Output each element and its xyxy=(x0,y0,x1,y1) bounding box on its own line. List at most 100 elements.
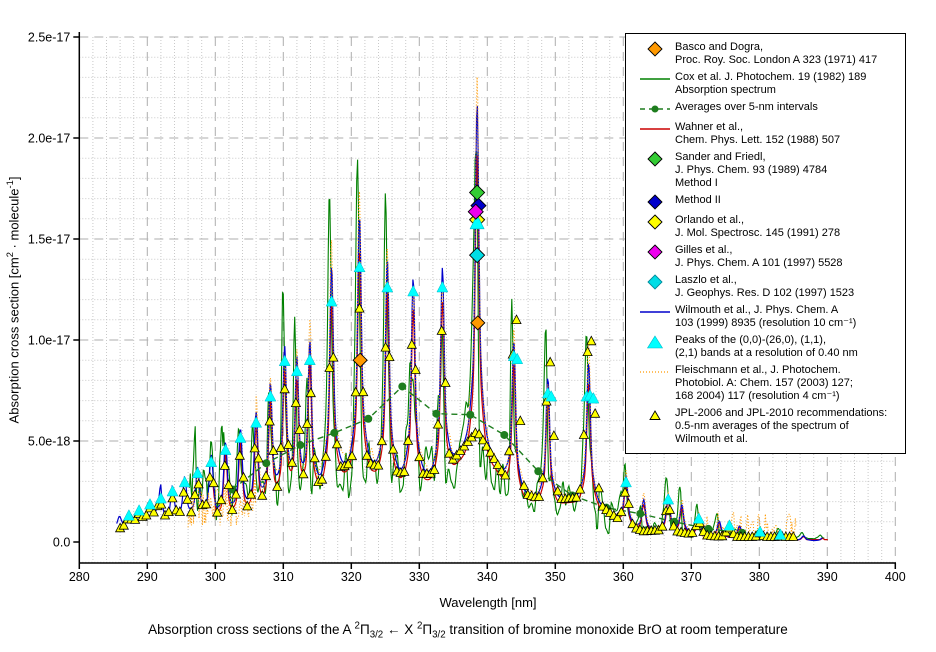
jpl-triangle-marker xyxy=(324,362,335,372)
jpl-triangle-marker xyxy=(331,438,343,449)
jpl-triangle-marker xyxy=(249,442,260,453)
legend-entry-text: Gilles et al., J. Phys. Chem. A 101 (1997… xyxy=(675,244,843,269)
y-tick-label: 1.5e-17 xyxy=(28,233,70,247)
legend-entry: Gilles et al., J. Phys. Chem. A 101 (1997… xyxy=(635,244,901,270)
jpl-triangle-marker xyxy=(358,386,369,397)
x-tick-label: 320 xyxy=(341,570,362,584)
legend-entry: Fleischmann et al., J. Photochem. Photobi… xyxy=(635,364,901,403)
y-tick-label: 5.0e-18 xyxy=(28,435,70,449)
x-tick-label: 380 xyxy=(749,570,770,584)
cyan-diamond-icon xyxy=(635,274,675,290)
jpl-triangle-marker xyxy=(290,397,302,407)
band-peak-triangle-marker xyxy=(303,353,316,365)
jpl-triangle-marker xyxy=(189,489,201,499)
legend-entry-text: Method II xyxy=(675,194,721,206)
jpl-triangle-marker xyxy=(623,498,634,508)
axes: 280 290 300 310 320 330 340 350 360 370 380 390 400 0… xyxy=(28,31,906,585)
jpl-triangle-marker xyxy=(286,456,298,467)
band-peak-triangle-marker xyxy=(191,466,204,479)
legend-entry-text: Sander and Friedl, J. Phys. Chem. 93 (198… xyxy=(675,151,828,189)
band-peak-triangle-marker xyxy=(436,280,449,293)
jpl-triangle-marker xyxy=(186,506,197,517)
band-peak-triangle-marker xyxy=(353,260,366,273)
jpl-triangle-marker xyxy=(350,386,361,397)
yellow-diamond-icon xyxy=(635,214,675,230)
jpl-triangle-marker xyxy=(305,387,316,398)
jpl-triangle-marker xyxy=(148,506,159,517)
legend-entry-text: Fleischmann et al., J. Photochem. Photobi… xyxy=(675,364,853,402)
band-peak-triangle-marker xyxy=(122,509,135,521)
band-peak-triangle-marker xyxy=(662,493,675,505)
band-peak-triangle-marker xyxy=(133,504,146,516)
jpl-triangle-marker xyxy=(429,464,440,474)
jpl-triangle-marker xyxy=(664,504,676,514)
jpl-triangle-marker xyxy=(492,459,503,469)
legend-entry-text: Basco and Dogra, Proc. Roy. Soc. London A… xyxy=(675,41,878,66)
jpl-triangle-marker xyxy=(586,335,597,346)
jpl-triangle-marker xyxy=(215,494,227,505)
band-peak-triangle-marker xyxy=(264,390,277,402)
band-peak-triangle-marker xyxy=(774,528,787,540)
yellow-triangle-icon xyxy=(635,407,675,423)
legend-entry: Wahner et al., Chem. Phys. Lett. 152 (198… xyxy=(635,121,901,147)
jpl-triangle-marker xyxy=(414,451,425,462)
cyan-triangle-icon xyxy=(635,334,675,350)
jpl-triangle-marker xyxy=(346,450,358,461)
average-dot-marker xyxy=(398,382,407,391)
x-axis-label-text: Wavelength [nm] xyxy=(439,595,537,610)
y-tick-label: 2.5e-17 xyxy=(28,31,70,45)
jpl-triangle-marker xyxy=(219,460,230,470)
jpl-triangle-marker xyxy=(227,504,238,514)
legend-entry-text: Laszlo et al., J. Geophys. Res. D 102 (19… xyxy=(675,274,855,299)
band-peak-triangle-marker xyxy=(587,392,600,404)
jpl-triangle-marker xyxy=(477,434,489,445)
average-dot-marker xyxy=(500,430,509,439)
jpl-triangle-marker xyxy=(537,472,548,483)
average-dot-marker xyxy=(296,441,305,450)
jpl-triangle-marker xyxy=(545,356,556,367)
jpl-triangle-marker xyxy=(354,302,365,313)
x-axis-label: Wavelength [nm] xyxy=(0,595,936,610)
x-tick-label: 340 xyxy=(477,570,498,584)
jpl-triangle-marker xyxy=(343,458,354,469)
jpl-triangle-marker xyxy=(242,500,253,511)
jpl-triangle-marker xyxy=(279,383,290,394)
laszlo-diamond-marker xyxy=(468,247,486,264)
jpl-triangle-marker xyxy=(230,488,242,499)
average-dot-marker xyxy=(330,428,339,437)
basco-diamond-marker xyxy=(470,315,486,331)
band-peak-triangle-marker xyxy=(381,280,394,293)
y-tick-label: 0.0 xyxy=(53,536,70,550)
jpl-triangle-marker xyxy=(574,483,586,494)
x-tick-label: 330 xyxy=(409,570,430,584)
orange-diamond-icon xyxy=(635,41,675,57)
jpl-triangle-marker xyxy=(515,415,526,425)
jpl-triangle-marker xyxy=(320,450,331,461)
jpl-triangle-marker xyxy=(616,506,627,517)
jpl-triangle-marker xyxy=(511,314,522,324)
legend-entry: Wilmouth et al., J. Phys. Chem. A 103 (19… xyxy=(635,304,901,330)
jpl-triangle-marker xyxy=(619,486,631,497)
jpl-triangle-marker xyxy=(402,435,414,445)
jpl-triangle-marker xyxy=(253,452,264,463)
x-tick-label: 350 xyxy=(545,570,566,584)
green-dash-dot-icon xyxy=(635,101,675,117)
jpl-triangle-marker xyxy=(298,468,309,479)
jpl-triangle-marker xyxy=(245,488,257,499)
band-peak-triangle-marker xyxy=(692,512,705,524)
jpl-triangle-marker xyxy=(518,480,530,490)
x-tick-label: 400 xyxy=(885,570,906,584)
band-peak-big-triangle-marker xyxy=(469,214,485,230)
jpl-triangle-marker xyxy=(612,512,623,522)
average-dot-marker xyxy=(466,410,475,419)
jpl-triangle-marker xyxy=(264,415,275,426)
jpl-triangle-marker xyxy=(373,459,384,470)
jpl-triangle-marker xyxy=(178,486,189,497)
legend-entry-text: Wahner et al., Chem. Phys. Lett. 152 (198… xyxy=(675,121,841,146)
jpl-triangle-marker xyxy=(593,482,604,493)
magenta-diamond-icon xyxy=(635,244,675,260)
band-peak-triangle-marker xyxy=(278,354,291,366)
legend-entry: Orlando et al., J. Mol. Spectrosc. 145 (1… xyxy=(635,214,901,240)
legend-entry: JPL-2006 and JPL-2010 recommendations: 0.… xyxy=(635,407,901,446)
